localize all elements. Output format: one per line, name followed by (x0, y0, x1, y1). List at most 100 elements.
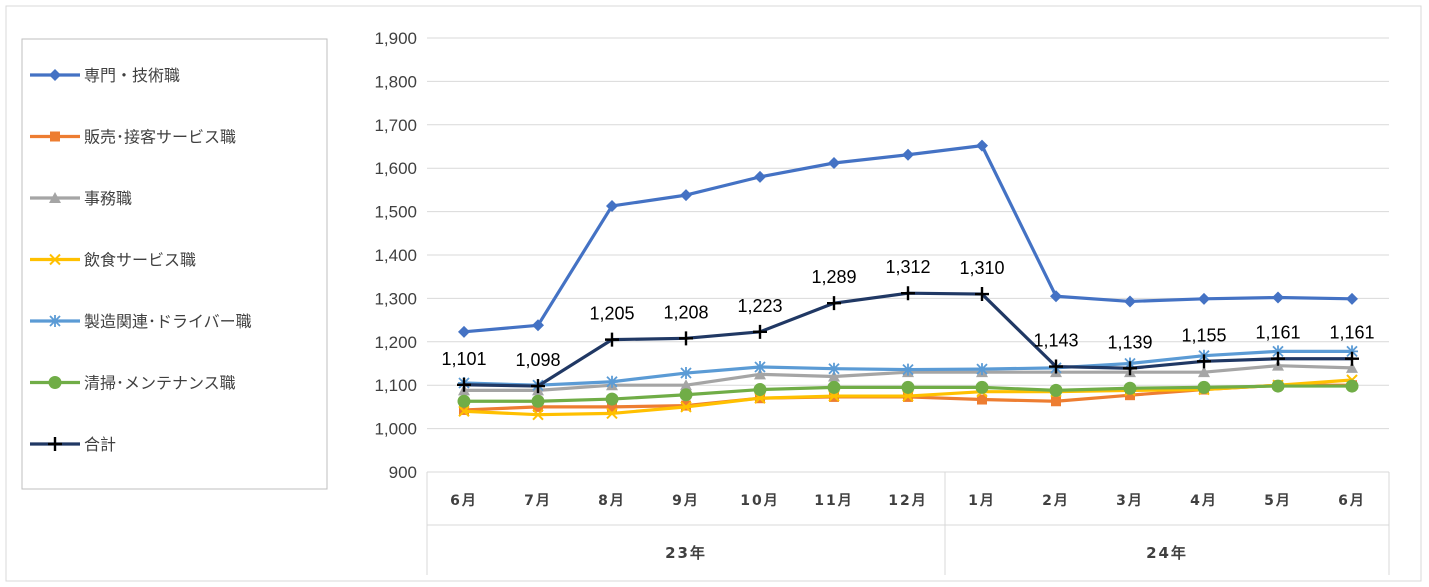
legend-marker (49, 192, 61, 203)
data-point (828, 156, 840, 169)
data-point (457, 394, 471, 408)
y-tick-label: 1,500 (374, 203, 417, 222)
data-point (754, 368, 766, 380)
data-point (605, 392, 619, 406)
data-point (977, 394, 987, 405)
data-label: 1,289 (811, 267, 856, 287)
data-point (1125, 390, 1135, 401)
y-tick-label: 1,700 (374, 116, 417, 135)
data-label: 1,223 (737, 296, 782, 316)
data-labels: 1,101 1,098 1,205 1,208 1,223 1,289 1,312 1,310… (441, 257, 1374, 370)
data-point (1197, 380, 1211, 394)
legend-marker (48, 376, 62, 389)
data-point (531, 394, 545, 408)
legend-entry: 飲食サービス職 (30, 251, 196, 270)
legend-box (21, 38, 328, 490)
data-point (1346, 361, 1358, 373)
data-point (1051, 396, 1061, 407)
data-point (1345, 379, 1359, 393)
data-label: 1,312 (885, 257, 930, 277)
data-point (976, 363, 988, 376)
data-label: 1,161 (1329, 323, 1374, 343)
y-tick-label: 1,900 (374, 29, 417, 48)
data-point (458, 325, 470, 338)
x-tick-label: 5月 (1264, 493, 1292, 509)
x-tick-label: 10月 (740, 493, 779, 509)
data-point (901, 286, 915, 301)
data-point (1346, 292, 1358, 305)
x-tick-label: 2月 (1042, 493, 1070, 509)
x-tick-label: 6月 (1338, 493, 1366, 509)
x-tick-label: 8月 (598, 493, 626, 509)
y-tick-label: 1,100 (374, 376, 417, 395)
legend-marker (50, 131, 60, 142)
data-point (828, 362, 840, 375)
data-point (1123, 361, 1137, 376)
data-point (1271, 379, 1285, 393)
series-5 (457, 379, 1359, 408)
legend-entry: 製造関連･ドライバー職 (30, 312, 252, 331)
data-point (605, 332, 619, 347)
y-tick-label: 1,200 (374, 333, 417, 352)
x-tick-label: 9月 (672, 493, 700, 509)
x-tick-label: 12月 (888, 493, 927, 509)
legend-label: 製造関連･ドライバー職 (84, 312, 252, 331)
data-point (902, 148, 914, 161)
data-point (606, 199, 618, 212)
data-label: 1,208 (663, 302, 708, 322)
data-point (976, 139, 988, 152)
legend-marker (49, 253, 61, 266)
series-0 (458, 139, 1358, 338)
x-tick-label: 7月 (524, 493, 552, 509)
x-tick-label: 11月 (814, 493, 853, 509)
legend-entry: 清掃･メンテナンス職 (30, 374, 236, 393)
data-point (1198, 366, 1210, 378)
data-point (532, 409, 544, 421)
data-point (975, 287, 989, 302)
data-label: 1,205 (589, 304, 634, 324)
data-point (1272, 291, 1284, 304)
data-point (680, 367, 692, 380)
data-label: 1,161 (1255, 323, 1300, 343)
data-point (1049, 359, 1063, 374)
data-point (828, 370, 840, 382)
data-point (679, 331, 693, 346)
y-tick-label: 1,400 (374, 246, 417, 265)
legend-label: 販売･接客サービス職 (84, 128, 236, 147)
data-point (975, 380, 989, 394)
data-label: 1,139 (1107, 332, 1152, 352)
data-point (902, 363, 914, 376)
y-tick-label: 1,300 (374, 289, 417, 308)
data-point (754, 360, 766, 373)
data-point (1345, 351, 1359, 366)
x-tick-label: 1月 (968, 493, 996, 509)
data-point (607, 401, 617, 412)
data-label: 1,101 (441, 349, 486, 369)
data-label: 1,143 (1033, 331, 1078, 351)
data-point (458, 405, 470, 417)
data-point (1050, 290, 1062, 303)
legend-marker (49, 69, 61, 81)
y-tick-label: 1,800 (374, 72, 417, 91)
data-point (753, 324, 767, 339)
y-tick-label: 1,600 (374, 159, 417, 178)
legend-marker (49, 315, 61, 327)
data-label: 1,310 (959, 258, 1004, 278)
data-point (1198, 292, 1210, 305)
data-point (827, 380, 841, 394)
data-point (1271, 351, 1285, 366)
data-point (606, 407, 618, 420)
data-label: 1,098 (515, 350, 560, 370)
legend-label: 専門・技術職 (84, 66, 180, 85)
legend-label: 合計 (84, 435, 116, 454)
legend-entry: 販売･接客サービス職 (30, 128, 236, 147)
data-point (1049, 383, 1063, 397)
legend-marker (48, 437, 62, 451)
data-point (1124, 295, 1136, 308)
series-group (457, 139, 1359, 421)
legend-label: 事務職 (84, 189, 132, 208)
data-point (753, 383, 767, 397)
x-group-label: 24年 (1146, 544, 1188, 562)
